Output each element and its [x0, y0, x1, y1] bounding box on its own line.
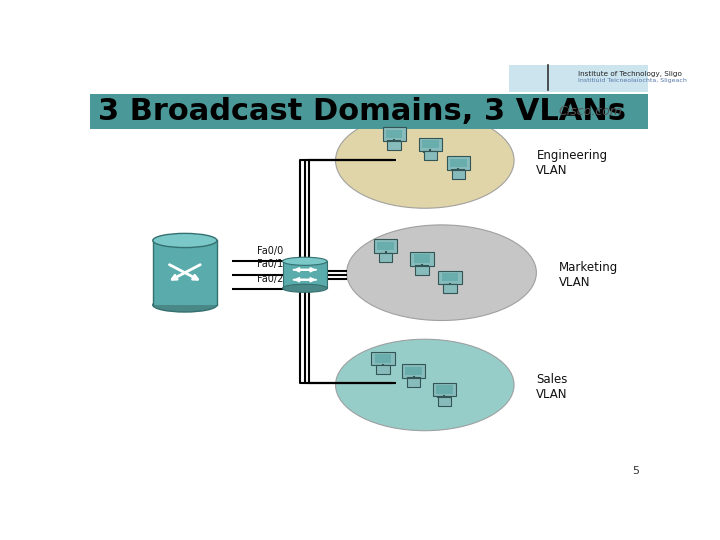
FancyBboxPatch shape — [508, 65, 648, 92]
FancyBboxPatch shape — [433, 383, 456, 396]
FancyBboxPatch shape — [153, 240, 217, 305]
FancyBboxPatch shape — [414, 254, 431, 263]
FancyBboxPatch shape — [410, 252, 433, 266]
FancyBboxPatch shape — [438, 396, 451, 406]
Ellipse shape — [282, 257, 327, 265]
FancyBboxPatch shape — [441, 273, 458, 281]
Text: Engineering
VLAN: Engineering VLAN — [536, 148, 608, 177]
Ellipse shape — [336, 339, 514, 431]
Text: Marketing
VLAN: Marketing VLAN — [559, 261, 618, 289]
FancyBboxPatch shape — [374, 239, 397, 253]
Text: Fa0/1: Fa0/1 — [258, 259, 284, 269]
FancyBboxPatch shape — [282, 261, 327, 288]
Text: 3 Broadcast Domains, 3 VLANs: 3 Broadcast Domains, 3 VLANs — [99, 97, 626, 126]
FancyBboxPatch shape — [422, 140, 438, 149]
Ellipse shape — [153, 233, 217, 247]
FancyBboxPatch shape — [436, 386, 453, 394]
Text: Cisco.com: Cisco.com — [559, 105, 623, 118]
FancyBboxPatch shape — [415, 266, 428, 275]
FancyBboxPatch shape — [90, 94, 648, 129]
FancyBboxPatch shape — [407, 378, 420, 387]
FancyBboxPatch shape — [377, 366, 390, 374]
Ellipse shape — [347, 225, 536, 321]
FancyBboxPatch shape — [451, 170, 465, 179]
Text: Institute of Technology, Sligo: Institute of Technology, Sligo — [578, 71, 682, 77]
FancyBboxPatch shape — [438, 271, 462, 284]
FancyBboxPatch shape — [419, 138, 442, 151]
FancyBboxPatch shape — [402, 364, 426, 378]
FancyBboxPatch shape — [374, 354, 391, 362]
Text: Institiúid Teicneolaíochta, Sligeach: Institiúid Teicneolaíochta, Sligeach — [578, 78, 687, 83]
FancyBboxPatch shape — [379, 253, 392, 262]
FancyBboxPatch shape — [372, 352, 395, 365]
FancyBboxPatch shape — [450, 159, 467, 167]
Ellipse shape — [336, 113, 514, 208]
Text: Fa0/0: Fa0/0 — [258, 246, 284, 256]
FancyBboxPatch shape — [377, 242, 394, 251]
Text: 5: 5 — [633, 467, 639, 476]
FancyBboxPatch shape — [444, 284, 456, 293]
FancyBboxPatch shape — [382, 127, 405, 141]
FancyBboxPatch shape — [405, 367, 422, 375]
FancyBboxPatch shape — [387, 141, 401, 150]
FancyBboxPatch shape — [423, 151, 437, 160]
Ellipse shape — [153, 298, 217, 312]
FancyBboxPatch shape — [446, 156, 470, 170]
Text: Fa0/2: Fa0/2 — [258, 274, 284, 284]
Text: Sales
VLAN: Sales VLAN — [536, 373, 568, 401]
FancyBboxPatch shape — [386, 130, 402, 138]
Ellipse shape — [282, 284, 327, 292]
